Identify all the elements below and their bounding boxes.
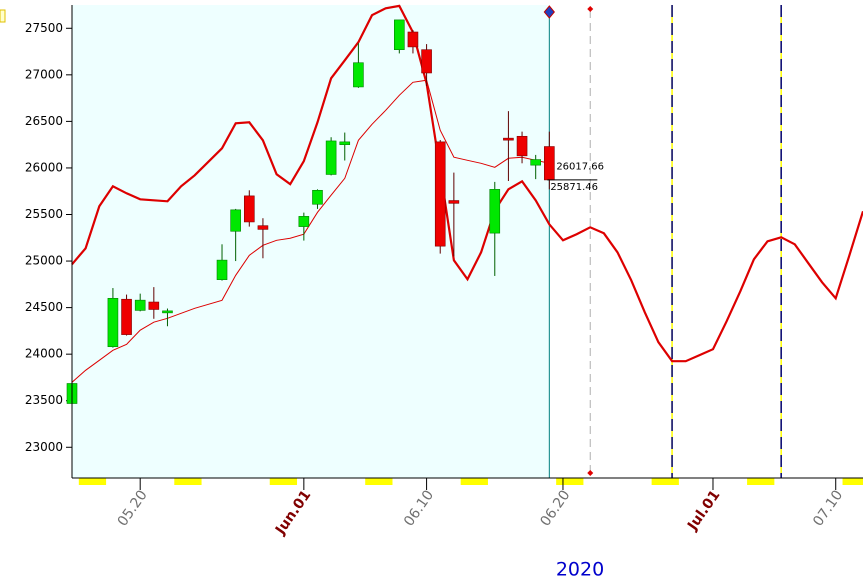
- weekend-strip: [747, 478, 775, 485]
- candle-body: [448, 200, 460, 204]
- candle-body: [121, 298, 132, 335]
- y-tick-label: 26000: [25, 160, 63, 174]
- candle-body: [394, 19, 405, 50]
- x-tick-label: 07.10: [810, 487, 846, 529]
- weekend-strip: [174, 478, 202, 485]
- y-tick-label: 24500: [25, 300, 63, 314]
- y-tick-label: 24000: [25, 347, 63, 361]
- candle-body: [530, 159, 541, 166]
- candle-body: [257, 225, 269, 230]
- candle-body: [216, 259, 228, 280]
- candle-body: [312, 189, 323, 205]
- y-tick-label: 23500: [25, 393, 63, 407]
- weekend-strip: [460, 478, 488, 485]
- x-tick-label: Jun.01: [272, 487, 314, 538]
- candle-body: [162, 310, 173, 314]
- y-tick-label: 25500: [25, 207, 63, 221]
- weekend-strip: [269, 478, 298, 485]
- y-tick-label: 27000: [25, 67, 63, 81]
- candle-body: [503, 137, 514, 141]
- candle-body: [421, 49, 432, 74]
- candle-body: [489, 189, 501, 234]
- candle-body: [230, 209, 241, 232]
- candle-body: [407, 31, 419, 48]
- y-tick-label: 23000: [25, 440, 63, 454]
- marker-diamond: [587, 470, 594, 476]
- indicator-line: [71, 4, 863, 363]
- y-tick-label: 27500: [25, 21, 63, 35]
- x-tick-label: 06.10: [401, 487, 437, 529]
- weekend-strip: [365, 478, 393, 485]
- corner-marker: [0, 9, 6, 23]
- weekend-strip: [842, 478, 863, 485]
- candle-body: [134, 299, 146, 311]
- weekend-strip: [651, 478, 679, 485]
- candle-body: [298, 216, 310, 227]
- weekend-strip: [556, 478, 584, 485]
- candle-body: [544, 146, 555, 181]
- history-shade: [72, 5, 550, 478]
- candle-body: [339, 141, 351, 145]
- marker-diamond: [587, 6, 594, 12]
- candle-body: [516, 135, 528, 157]
- candle-body: [243, 195, 255, 223]
- x-axis-label: 2020: [556, 559, 604, 581]
- candle-body: [353, 62, 364, 88]
- candle-body: [148, 301, 160, 310]
- y-tick-label: 25000: [25, 254, 63, 268]
- indicator-line: [71, 79, 550, 383]
- candle-body: [434, 141, 446, 247]
- mark-layer: 26017.66 25871.46: [66, 4, 863, 478]
- background-layer: [72, 5, 863, 485]
- candle-body: [107, 297, 119, 348]
- weekend-strip: [78, 478, 107, 485]
- price-label: 26017.66: [556, 161, 604, 172]
- x-tick-label: 06.20: [537, 487, 573, 529]
- candle-body: [325, 140, 337, 175]
- x-tick-label: Jul.01: [684, 487, 723, 534]
- price-label: 25871.46: [550, 182, 598, 193]
- y-tick-label: 26500: [25, 114, 63, 128]
- current-marker: [543, 5, 555, 19]
- x-tick-label: 05.20: [115, 487, 151, 529]
